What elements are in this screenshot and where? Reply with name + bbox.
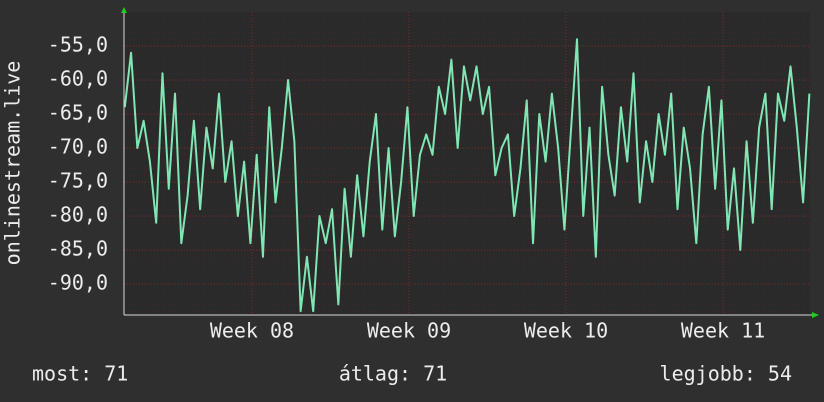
x-tick-label: Week 08 <box>210 319 294 343</box>
y-tick-label: -65,0 <box>48 100 108 124</box>
minor-grid <box>124 12 810 315</box>
stat-best: legjobb: 54 <box>660 362 792 386</box>
y-tick-label: -80,0 <box>48 202 108 226</box>
x-tick-label: Week 10 <box>524 319 608 343</box>
x-arrow <box>812 312 819 318</box>
y-arrow <box>121 7 127 13</box>
stat-average: átlag: 71 <box>339 362 447 386</box>
stat-current: most: 71 <box>32 362 128 386</box>
y-tick-label: -75,0 <box>48 168 108 192</box>
y-axis-label: onlinestream.live <box>1 61 25 266</box>
marks-layer <box>123 38 811 313</box>
x-tick-label: Week 09 <box>367 319 451 343</box>
y-tick-label: -85,0 <box>48 236 108 260</box>
y-tick-label: -90,0 <box>48 270 108 294</box>
series-line <box>123 38 811 313</box>
y-tick-label: -70,0 <box>48 134 108 158</box>
y-tick-label: -60,0 <box>48 66 108 90</box>
x-tick-label: Week 11 <box>681 319 765 343</box>
grid-layer <box>124 12 810 315</box>
y-tick-label: -55,0 <box>48 32 108 56</box>
